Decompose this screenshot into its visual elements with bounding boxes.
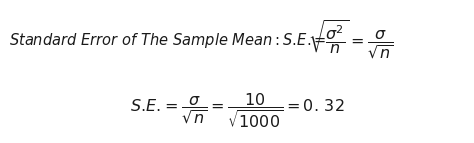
Text: $\bf\it{Standard\ Error\ of\ The\ Sample\ Mean{:}S.\!E.\!=}$: $\bf\it{Standard\ Error\ of\ The\ Sample… xyxy=(9,31,327,49)
Text: $\sqrt{\dfrac{\sigma^2}{n}} = \dfrac{\sigma}{\sqrt{n}}$: $\sqrt{\dfrac{\sigma^2}{n}} = \dfrac{\si… xyxy=(308,19,393,61)
Text: $\bf\it{S.\!E.\!=} \dfrac{\sigma}{\sqrt{n}} = \dfrac{10}{\sqrt{1000}} = 0.\,32$: $\bf\it{S.\!E.\!=} \dfrac{\sigma}{\sqrt{… xyxy=(130,92,344,131)
